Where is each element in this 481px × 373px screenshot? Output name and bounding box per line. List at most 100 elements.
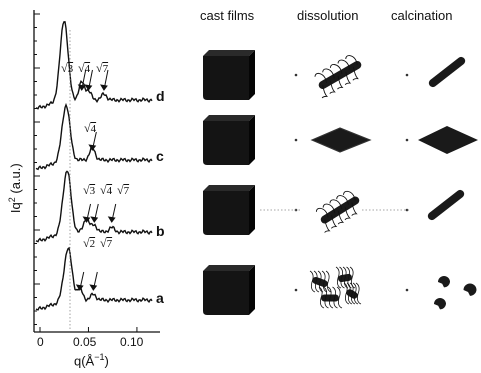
x-axis-label-close: )	[104, 353, 109, 369]
calcined-rod-3	[427, 189, 465, 221]
cast-film-block-top-4	[203, 265, 255, 271]
plot-axes	[33, 10, 160, 333]
peak-label-b-1: √3	[83, 183, 96, 197]
cast-film-block-4	[203, 271, 249, 315]
dissolution-rod-1-hair-3	[322, 68, 335, 79]
connector-dot-2-2	[405, 138, 409, 142]
arrowhead-d-0	[77, 84, 86, 91]
column-header-calcination: calcination	[391, 8, 453, 23]
curve-label-a: a	[156, 290, 164, 306]
peak-label-d-2: √4	[78, 61, 91, 75]
peak-label-b-2: √4	[100, 183, 113, 197]
cast-film-block-side-3	[249, 185, 255, 235]
peak-label-b-3: √7	[117, 183, 130, 197]
dissolution-structures	[309, 55, 372, 309]
connector-dot-1-1	[294, 73, 298, 77]
dissolution-worm-4-3-hair-3	[352, 282, 359, 305]
dissolution-rod-3	[315, 190, 360, 233]
x-axis-tick-marks	[39, 327, 138, 332]
dissolution-rod-1-hair-6	[344, 71, 352, 85]
connector-dot-2-1	[294, 138, 298, 142]
connector-dot-3-2	[405, 208, 409, 212]
dissolution-worm-4-1-hair-1	[339, 266, 345, 289]
connector-dots	[260, 73, 410, 292]
cast-film-blocks	[203, 50, 255, 315]
dissolution-worm-4-3-hair-2	[349, 282, 356, 305]
column-header-cast-films: cast films	[200, 8, 255, 23]
dissolution-worm-4-2-hair-4	[336, 286, 343, 309]
peak-label-a-1: √2	[83, 236, 96, 250]
calcined-rod-1	[428, 56, 466, 88]
calcined-disc-2	[418, 126, 478, 154]
dissolution-rod-3-core	[320, 196, 360, 224]
peak-label-c-1: √4	[84, 121, 97, 135]
arrowhead-d-1	[84, 84, 93, 91]
calcined-sphere-3	[434, 298, 446, 310]
curve-b	[35, 170, 153, 243]
arrowhead-b-1	[90, 216, 99, 223]
peak-label-a-2: √7	[100, 236, 113, 250]
cast-film-block-side-4	[249, 265, 255, 315]
dissolution-worm-4-2-hair-3	[332, 286, 338, 309]
x-tick-0-05: 0.05	[73, 335, 97, 349]
x-tick-0: 0	[37, 335, 44, 349]
dissolution-rod-1-hair-2	[329, 80, 336, 94]
curve-label-b: b	[156, 223, 165, 239]
curve-label-d: d	[156, 88, 165, 104]
dissolution-rod-3-hair-0	[324, 219, 331, 233]
arrowhead-a-0	[75, 284, 84, 291]
y-axis-label: Iq2 (a.u.)	[7, 143, 23, 233]
cast-film-block-1	[203, 56, 249, 100]
dissolution-rod-1	[314, 55, 362, 99]
cast-film-block-top-2	[203, 115, 255, 121]
cast-film-block-top-1	[203, 50, 255, 56]
column-header-dissolution: dissolution	[297, 8, 359, 23]
dissolution-worm-4-2-hair-2	[327, 286, 334, 309]
x-axis-label-sup: −1	[94, 352, 105, 362]
dissolution-worm-4-3-hair-4	[355, 282, 362, 305]
dissolution-worm-4-1-hair-0	[335, 266, 342, 289]
dissolution-rod-3-hair-7	[336, 195, 349, 205]
curve-d	[35, 21, 153, 110]
y-axis-ticks	[34, 13, 40, 325]
dissolution-disc-2	[310, 127, 372, 153]
dissolution-rod-1-hair-4	[337, 76, 344, 90]
dissolution-worms-4	[309, 266, 362, 309]
y-axis-label-suffix: (a.u.)	[8, 163, 24, 198]
y-axis-label-prefix: Iq	[8, 202, 24, 214]
dissolution-rod-3-hair-3	[322, 203, 336, 214]
arrowhead-b-0	[82, 216, 91, 223]
connector-dot-4-1	[294, 288, 298, 292]
peak-arrows	[75, 69, 117, 291]
dissolution-rod-3-hair-6	[344, 206, 351, 221]
dissolution-rod-3-hair-1	[315, 207, 329, 218]
cast-film-block-3	[203, 191, 249, 235]
curve-c	[35, 102, 153, 171]
curve-a	[35, 246, 153, 311]
dissolution-rod-1-core	[318, 61, 362, 89]
peak-label-d-1: √3	[61, 61, 74, 75]
scattering-curves	[35, 21, 153, 311]
dissolution-rod-3-hair-9	[343, 190, 356, 201]
dissolution-rod-3-hair-2	[331, 215, 338, 229]
x-axis-label-text: q(Å	[74, 353, 95, 369]
dissolution-rod-1-hair-0	[321, 84, 329, 99]
arrowhead-a-1	[89, 284, 98, 291]
connector-dot-1-2	[405, 73, 409, 77]
cast-film-block-side-1	[249, 50, 255, 100]
cast-film-block-side-2	[249, 115, 255, 165]
dissolution-worm-4-0-hair-0	[309, 270, 316, 293]
dissolution-rod-3-hair-8	[351, 202, 358, 216]
dissolution-worm-4-3-hair-1	[346, 282, 353, 305]
dissolution-rod-1-hair-7	[337, 59, 351, 70]
dissolution-worm-4-0-hair-1	[313, 270, 320, 293]
dissolution-rod-1-hair-9	[345, 55, 358, 66]
calcined-sphere-1	[438, 276, 450, 288]
dissolution-rod-3-hair-4	[337, 210, 345, 225]
dissolution-worm-4-3-hair-0	[343, 282, 350, 305]
connector-dot-4-2	[405, 288, 409, 292]
calcination-structures	[418, 56, 478, 310]
cast-film-block-2	[203, 121, 249, 165]
arrowhead-d-2	[99, 84, 108, 91]
x-axis-label: q(Å−1)	[74, 352, 109, 368]
